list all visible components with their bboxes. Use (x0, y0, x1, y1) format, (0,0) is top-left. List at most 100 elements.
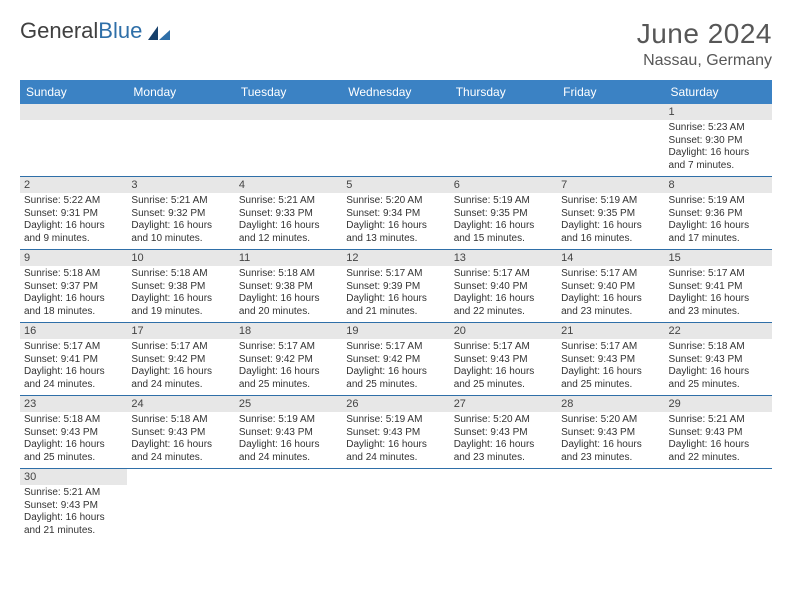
day-number: 23 (20, 396, 127, 412)
calendar-cell: 27Sunrise: 5:20 AMSunset: 9:43 PMDayligh… (450, 396, 557, 469)
daylight-text: Daylight: 16 hours and 22 minutes. (669, 439, 768, 464)
cell-body: Sunrise: 5:19 AMSunset: 9:35 PMDaylight:… (557, 193, 664, 249)
calendar-cell: 10Sunrise: 5:18 AMSunset: 9:38 PMDayligh… (127, 250, 234, 323)
day-number: 19 (342, 323, 449, 339)
cell-body: Sunrise: 5:22 AMSunset: 9:31 PMDaylight:… (20, 193, 127, 249)
cell-body: Sunrise: 5:17 AMSunset: 9:43 PMDaylight:… (557, 339, 664, 395)
daylight-text: Daylight: 16 hours and 23 minutes. (669, 293, 768, 318)
cell-body: Sunrise: 5:19 AMSunset: 9:35 PMDaylight:… (450, 193, 557, 249)
day-number: 6 (450, 177, 557, 193)
daylight-text: Daylight: 16 hours and 16 minutes. (561, 220, 660, 245)
day-number: 9 (20, 250, 127, 266)
sunset-text: Sunset: 9:35 PM (454, 208, 553, 221)
sunrise-text: Sunrise: 5:18 AM (24, 268, 123, 281)
calendar-cell (127, 104, 234, 177)
sunrise-text: Sunrise: 5:19 AM (239, 414, 338, 427)
sunset-text: Sunset: 9:40 PM (561, 281, 660, 294)
cell-body: Sunrise: 5:19 AMSunset: 9:43 PMDaylight:… (342, 412, 449, 468)
sunset-text: Sunset: 9:43 PM (669, 427, 768, 440)
calendar-cell: 14Sunrise: 5:17 AMSunset: 9:40 PMDayligh… (557, 250, 664, 323)
sunset-text: Sunset: 9:42 PM (346, 354, 445, 367)
calendar-cell: 23Sunrise: 5:18 AMSunset: 9:43 PMDayligh… (20, 396, 127, 469)
calendar-cell: 5Sunrise: 5:20 AMSunset: 9:34 PMDaylight… (342, 177, 449, 250)
calendar-cell: 1Sunrise: 5:23 AMSunset: 9:30 PMDaylight… (665, 104, 772, 177)
cell-body: Sunrise: 5:19 AMSunset: 9:43 PMDaylight:… (235, 412, 342, 468)
daylight-text: Daylight: 16 hours and 20 minutes. (239, 293, 338, 318)
sunrise-text: Sunrise: 5:17 AM (24, 341, 123, 354)
sunset-text: Sunset: 9:43 PM (561, 427, 660, 440)
day-number: 22 (665, 323, 772, 339)
sail-icon (146, 22, 172, 40)
brand-part2: Blue (98, 18, 142, 44)
day-number: 12 (342, 250, 449, 266)
cell-body: Sunrise: 5:17 AMSunset: 9:42 PMDaylight:… (235, 339, 342, 395)
cell-body: Sunrise: 5:18 AMSunset: 9:43 PMDaylight:… (127, 412, 234, 468)
cell-body: Sunrise: 5:21 AMSunset: 9:32 PMDaylight:… (127, 193, 234, 249)
sunrise-text: Sunrise: 5:20 AM (561, 414, 660, 427)
daylight-text: Daylight: 16 hours and 25 minutes. (669, 366, 768, 391)
day-number (557, 469, 664, 485)
calendar-body: 1Sunrise: 5:23 AMSunset: 9:30 PMDaylight… (20, 104, 772, 541)
sunset-text: Sunset: 9:41 PM (669, 281, 768, 294)
daylight-text: Daylight: 16 hours and 24 minutes. (131, 366, 230, 391)
sunrise-text: Sunrise: 5:17 AM (346, 268, 445, 281)
day-number (665, 469, 772, 485)
day-number: 15 (665, 250, 772, 266)
daylight-text: Daylight: 16 hours and 23 minutes. (454, 439, 553, 464)
calendar-cell: 4Sunrise: 5:21 AMSunset: 9:33 PMDaylight… (235, 177, 342, 250)
week-row: 2Sunrise: 5:22 AMSunset: 9:31 PMDaylight… (20, 177, 772, 250)
daylight-text: Daylight: 16 hours and 19 minutes. (131, 293, 230, 318)
sunset-text: Sunset: 9:43 PM (454, 427, 553, 440)
day-number: 20 (450, 323, 557, 339)
daylight-text: Daylight: 16 hours and 17 minutes. (669, 220, 768, 245)
cell-body: Sunrise: 5:19 AMSunset: 9:36 PMDaylight:… (665, 193, 772, 249)
daylight-text: Daylight: 16 hours and 9 minutes. (24, 220, 123, 245)
cell-body: Sunrise: 5:18 AMSunset: 9:43 PMDaylight:… (20, 412, 127, 468)
calendar-cell: 2Sunrise: 5:22 AMSunset: 9:31 PMDaylight… (20, 177, 127, 250)
cell-body: Sunrise: 5:17 AMSunset: 9:43 PMDaylight:… (450, 339, 557, 395)
day-number (557, 104, 664, 120)
calendar-cell (450, 469, 557, 542)
week-row: 30Sunrise: 5:21 AMSunset: 9:43 PMDayligh… (20, 469, 772, 542)
day-number: 1 (665, 104, 772, 120)
day-number: 2 (20, 177, 127, 193)
cell-body: Sunrise: 5:18 AMSunset: 9:37 PMDaylight:… (20, 266, 127, 322)
calendar-cell (127, 469, 234, 542)
sunrise-text: Sunrise: 5:18 AM (669, 341, 768, 354)
calendar-cell: 29Sunrise: 5:21 AMSunset: 9:43 PMDayligh… (665, 396, 772, 469)
calendar-cell (342, 104, 449, 177)
sunrise-text: Sunrise: 5:17 AM (561, 341, 660, 354)
day-number: 8 (665, 177, 772, 193)
calendar-cell: 8Sunrise: 5:19 AMSunset: 9:36 PMDaylight… (665, 177, 772, 250)
sunrise-text: Sunrise: 5:19 AM (561, 195, 660, 208)
sunrise-text: Sunrise: 5:22 AM (24, 195, 123, 208)
cell-body: Sunrise: 5:20 AMSunset: 9:43 PMDaylight:… (557, 412, 664, 468)
calendar-cell: 21Sunrise: 5:17 AMSunset: 9:43 PMDayligh… (557, 323, 664, 396)
day-header: Sunday (20, 80, 127, 104)
calendar-cell (450, 104, 557, 177)
sunset-text: Sunset: 9:34 PM (346, 208, 445, 221)
day-number: 26 (342, 396, 449, 412)
day-number (235, 469, 342, 485)
sunset-text: Sunset: 9:33 PM (239, 208, 338, 221)
day-header: Thursday (450, 80, 557, 104)
sunrise-text: Sunrise: 5:20 AM (346, 195, 445, 208)
cell-body: Sunrise: 5:18 AMSunset: 9:43 PMDaylight:… (665, 339, 772, 395)
location-label: Nassau, Germany (637, 52, 772, 70)
cell-body: Sunrise: 5:17 AMSunset: 9:40 PMDaylight:… (557, 266, 664, 322)
sunrise-text: Sunrise: 5:21 AM (131, 195, 230, 208)
sunrise-text: Sunrise: 5:21 AM (669, 414, 768, 427)
title-block: June 2024 Nassau, Germany (637, 18, 772, 70)
sunset-text: Sunset: 9:43 PM (669, 354, 768, 367)
brand-part1: General (20, 18, 98, 44)
cell-body: Sunrise: 5:20 AMSunset: 9:43 PMDaylight:… (450, 412, 557, 468)
day-number: 28 (557, 396, 664, 412)
day-number: 4 (235, 177, 342, 193)
page-header: GeneralBlue June 2024 Nassau, Germany (20, 18, 772, 70)
day-number: 30 (20, 469, 127, 485)
day-number (342, 104, 449, 120)
calendar-cell: 9Sunrise: 5:18 AMSunset: 9:37 PMDaylight… (20, 250, 127, 323)
daylight-text: Daylight: 16 hours and 23 minutes. (561, 293, 660, 318)
sunrise-text: Sunrise: 5:21 AM (24, 487, 123, 500)
daylight-text: Daylight: 16 hours and 10 minutes. (131, 220, 230, 245)
